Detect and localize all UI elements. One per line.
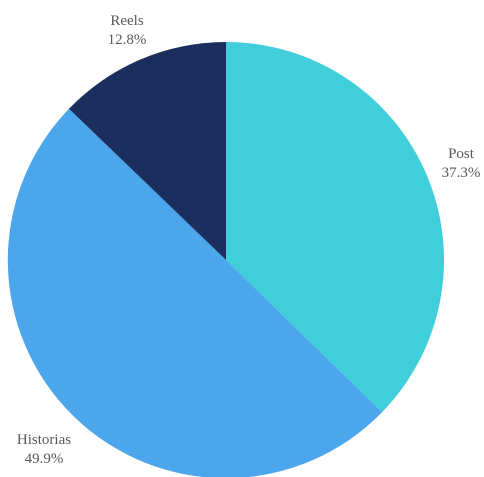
slice-label-post: Post — [448, 146, 475, 162]
slice-percent-reels: 12.8% — [108, 32, 147, 48]
slice-label-historias: Historias — [17, 432, 71, 448]
pie-slice-historias — [7, 108, 383, 477]
pie-labels: Post 37.3% Historias 49.9% Reels 12.8% — [17, 13, 480, 467]
pie-slice-post — [226, 42, 444, 413]
pie-slices — [7, 42, 444, 477]
slice-percent-historias: 49.9% — [25, 451, 64, 467]
slice-label-reels: Reels — [110, 13, 143, 29]
slice-percent-post: 37.3% — [442, 165, 481, 181]
pie-slice-reels — [68, 42, 226, 260]
